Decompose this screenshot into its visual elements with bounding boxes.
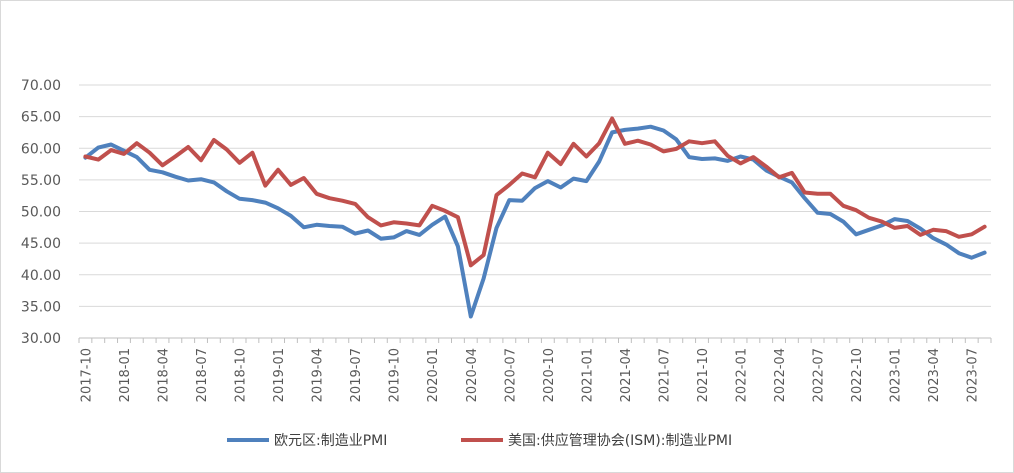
x-tick-label: 2017-10 [79, 348, 94, 402]
x-tick-label: 2018-04 [156, 348, 171, 402]
x-tick-label: 2018-07 [195, 348, 210, 402]
y-tick-label: 50.00 [21, 205, 61, 221]
x-tick-label: 2022-10 [850, 348, 865, 402]
series-line-us [83, 116, 987, 268]
x-tick-label: 2019-01 [272, 348, 287, 402]
x-tick-label: 2020-01 [426, 348, 441, 402]
x-axis [78, 337, 992, 343]
x-tick-label: 2019-04 [311, 348, 326, 402]
x-tick-label: 2021-10 [696, 348, 711, 402]
legend-label-us: 美国:供应管理协会(ISM):制造业PMI [508, 432, 732, 449]
series-line-euro [83, 124, 987, 319]
gridlines [79, 84, 991, 307]
series-lines [83, 116, 987, 319]
y-tick-label: 65.00 [21, 110, 61, 126]
x-tick-label: 2018-10 [234, 348, 249, 402]
x-tick-label: 2020-04 [465, 348, 480, 402]
y-tick-label: 40.00 [21, 268, 61, 284]
x-tick-label: 2022-04 [773, 348, 788, 402]
y-tick-label: 55.00 [21, 173, 61, 189]
x-tick-label: 2019-07 [349, 348, 364, 402]
x-tick-label: 2021-07 [657, 348, 672, 402]
x-tick-label: 2018-01 [118, 348, 133, 402]
x-tick-label: 2023-04 [927, 348, 942, 402]
x-axis-ticks: 2017-10 2018-01 2018-04 2018-07 2018-10 2019-… [79, 348, 980, 402]
x-tick-label: 2021-04 [619, 348, 634, 402]
legend-label-euro: 欧元区:制造业PMI [274, 433, 387, 449]
y-tick-label: 70.00 [21, 78, 61, 94]
x-tick-label: 2022-01 [735, 348, 750, 402]
x-tick-label: 2020-10 [542, 348, 557, 402]
y-axis-ticks: 30.00 35.00 40.00 45.00 50.00 55.00 60.00 65.00… [21, 78, 61, 347]
x-tick-label: 2019-10 [388, 348, 403, 402]
x-tick-label: 2023-07 [966, 348, 981, 402]
y-tick-label: 60.00 [21, 141, 61, 157]
y-tick-label: 35.00 [21, 299, 61, 315]
x-tick-label: 2021-01 [580, 348, 595, 402]
x-tick-label: 2023-01 [889, 348, 904, 402]
y-tick-label: 30.00 [21, 331, 61, 347]
y-tick-label: 45.00 [21, 236, 61, 252]
legend: 欧元区:制造业PMI 美国:供应管理协会(ISM):制造业PMI [227, 432, 732, 449]
x-tick-label: 2022-07 [812, 348, 827, 402]
x-tick-label: 2020-07 [503, 348, 518, 402]
